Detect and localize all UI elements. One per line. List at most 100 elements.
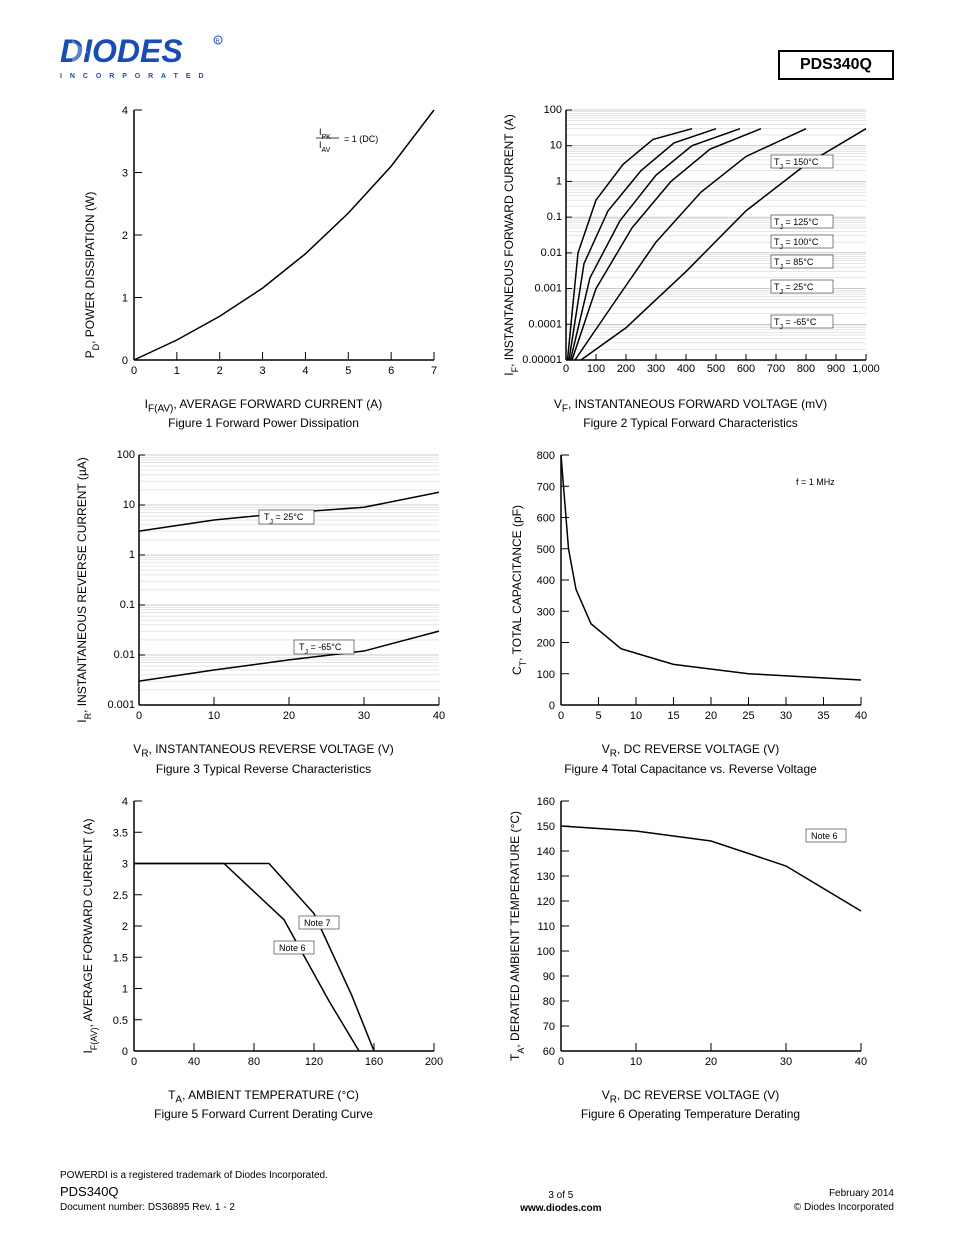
svg-text:4: 4: [302, 365, 308, 377]
figure-2-caption: Figure 2 Typical Forward Characteristics: [583, 416, 798, 430]
svg-text:160: 160: [364, 1056, 382, 1068]
figure-4-xlabel: VR, DC REVERSE VOLTAGE (V): [602, 742, 780, 759]
footer-part: PDS340Q: [60, 1183, 328, 1201]
figure-6-svg: 010203040 60708090100110120130140150160 …: [501, 786, 881, 1086]
svg-text:40: 40: [432, 710, 444, 722]
figure-4-caption: Figure 4 Total Capacitance vs. Reverse V…: [564, 762, 817, 776]
svg-text:0: 0: [130, 1056, 136, 1068]
svg-text:2: 2: [216, 365, 222, 377]
svg-text:2.5: 2.5: [112, 890, 127, 902]
svg-text:400: 400: [676, 363, 694, 375]
footer-trademark: POWERDI is a registered trademark of Dio…: [60, 1169, 328, 1183]
svg-text:600: 600: [536, 513, 554, 525]
svg-text:3: 3: [121, 858, 127, 870]
svg-text:150: 150: [536, 821, 554, 833]
svg-text:0: 0: [135, 710, 141, 722]
svg-text:15: 15: [667, 710, 679, 722]
svg-text:0.01: 0.01: [540, 247, 561, 259]
svg-text:160: 160: [536, 796, 554, 808]
svg-text:0: 0: [557, 710, 563, 722]
svg-text:1: 1: [121, 983, 127, 995]
diodes-logo: DIODES R I N C O R P O R A T E D: [60, 30, 240, 85]
figure-1-svg: 01234567 01234 IPK IAV = 1 (DC) PD, POWE…: [74, 95, 454, 395]
svg-text:10: 10: [629, 710, 641, 722]
charts-grid: 01234567 01234 IPK IAV = 1 (DC) PD, POWE…: [60, 95, 894, 1121]
svg-text:35: 35: [817, 710, 829, 722]
svg-text:120: 120: [536, 896, 554, 908]
svg-text:4: 4: [121, 796, 127, 808]
svg-text:7: 7: [430, 365, 436, 377]
svg-text:f = 1 MHz: f = 1 MHz: [796, 477, 835, 487]
svg-text:500: 500: [706, 363, 724, 375]
figure-1-xlabel: IF(AV), AVERAGE FORWARD CURRENT (A): [145, 397, 383, 414]
svg-text:20: 20: [282, 710, 294, 722]
figure-2-xlabel: VF, INSTANTANEOUS FORWARD VOLTAGE (mV): [554, 397, 827, 414]
svg-text:110: 110: [537, 921, 555, 933]
figure-2-svg: 01002003004005006007008009001,000 0.0000…: [501, 95, 881, 395]
svg-text:30: 30: [779, 1056, 791, 1068]
svg-text:400: 400: [536, 575, 554, 587]
svg-text:200: 200: [424, 1056, 442, 1068]
svg-text:800: 800: [796, 363, 814, 375]
svg-text:200: 200: [616, 363, 634, 375]
svg-text:3: 3: [259, 365, 265, 377]
svg-text:I N C O R P O R A T E D: I N C O R P O R A T E D: [60, 73, 207, 80]
svg-text:1.5: 1.5: [112, 952, 127, 964]
figure-3: 010203040 0.0010.010.1110100 TJ = 25°C T…: [60, 440, 467, 775]
svg-text:0.00001: 0.00001: [522, 354, 562, 366]
svg-text:40: 40: [854, 710, 866, 722]
header: DIODES R I N C O R P O R A T E D PDS340Q: [60, 30, 894, 85]
svg-text:500: 500: [536, 544, 554, 556]
svg-text:2: 2: [121, 921, 127, 933]
svg-text:70: 70: [542, 1021, 554, 1033]
svg-text:4: 4: [121, 105, 127, 117]
figure-5-xlabel: TA, AMBIENT TEMPERATURE (°C): [168, 1088, 359, 1105]
footer-copyright: © Diodes Incorporated: [794, 1201, 894, 1215]
svg-text:25: 25: [742, 710, 754, 722]
svg-text:5: 5: [345, 365, 351, 377]
svg-text:IR, INSTANTANEOUS REVERSE CURR: IR, INSTANTANEOUS REVERSE CURRENT (µA): [75, 458, 93, 723]
page: DIODES R I N C O R P O R A T E D PDS340Q…: [0, 0, 954, 1131]
figure-6-xlabel: VR, DC REVERSE VOLTAGE (V): [602, 1088, 780, 1105]
svg-text:0.1: 0.1: [546, 211, 561, 223]
figure-5: 04080120160200 00.511.522.533.54 Note 6 …: [60, 786, 467, 1121]
svg-text:20: 20: [704, 710, 716, 722]
svg-text:TA, DERATED AMBIENT TEMPERATUR: TA, DERATED AMBIENT TEMPERATURE (°C): [508, 811, 526, 1061]
svg-text:100: 100: [116, 449, 134, 461]
svg-text:10: 10: [207, 710, 219, 722]
svg-text:0.001: 0.001: [107, 699, 135, 711]
svg-text:Note 6: Note 6: [811, 831, 838, 841]
svg-text:2: 2: [121, 230, 127, 242]
svg-text:1: 1: [173, 365, 179, 377]
svg-text:0: 0: [562, 363, 568, 375]
svg-text:0: 0: [130, 365, 136, 377]
figure-5-svg: 04080120160200 00.511.522.533.54 Note 6 …: [74, 786, 454, 1086]
svg-text:1: 1: [128, 549, 134, 561]
svg-text:30: 30: [779, 710, 791, 722]
svg-text:0: 0: [557, 1056, 563, 1068]
svg-text:90: 90: [542, 971, 554, 983]
figure-5-caption: Figure 5 Forward Current Derating Curve: [154, 1107, 373, 1121]
svg-text:20: 20: [704, 1056, 716, 1068]
svg-text:900: 900: [826, 363, 844, 375]
svg-text:IF, INSTANTANEOUS FORWARD CURR: IF, INSTANTANEOUS FORWARD CURRENT (A): [502, 114, 520, 376]
svg-text:300: 300: [646, 363, 664, 375]
footer-page: 3 of 5: [520, 1189, 601, 1202]
svg-text:30: 30: [357, 710, 369, 722]
figure-3-caption: Figure 3 Typical Reverse Characteristics: [156, 762, 371, 776]
svg-text:R: R: [216, 39, 221, 45]
svg-text:5: 5: [595, 710, 601, 722]
svg-text:60: 60: [542, 1046, 554, 1058]
figure-3-svg: 010203040 0.0010.010.1110100 TJ = 25°C T…: [74, 440, 454, 740]
svg-text:80: 80: [542, 996, 554, 1008]
svg-text:800: 800: [536, 450, 554, 462]
svg-text:130: 130: [536, 871, 554, 883]
svg-text:0: 0: [548, 700, 554, 712]
svg-text:IF(AV), AVERAGE FORWARD CURREN: IF(AV), AVERAGE FORWARD CURRENT (A): [81, 818, 99, 1053]
svg-text:10: 10: [629, 1056, 641, 1068]
figure-2: 01002003004005006007008009001,000 0.0000…: [487, 95, 894, 430]
figure-1: 01234567 01234 IPK IAV = 1 (DC) PD, POWE…: [60, 95, 467, 430]
svg-text:300: 300: [536, 607, 554, 619]
svg-text:3.5: 3.5: [112, 827, 127, 839]
footer: POWERDI is a registered trademark of Dio…: [60, 1169, 894, 1215]
